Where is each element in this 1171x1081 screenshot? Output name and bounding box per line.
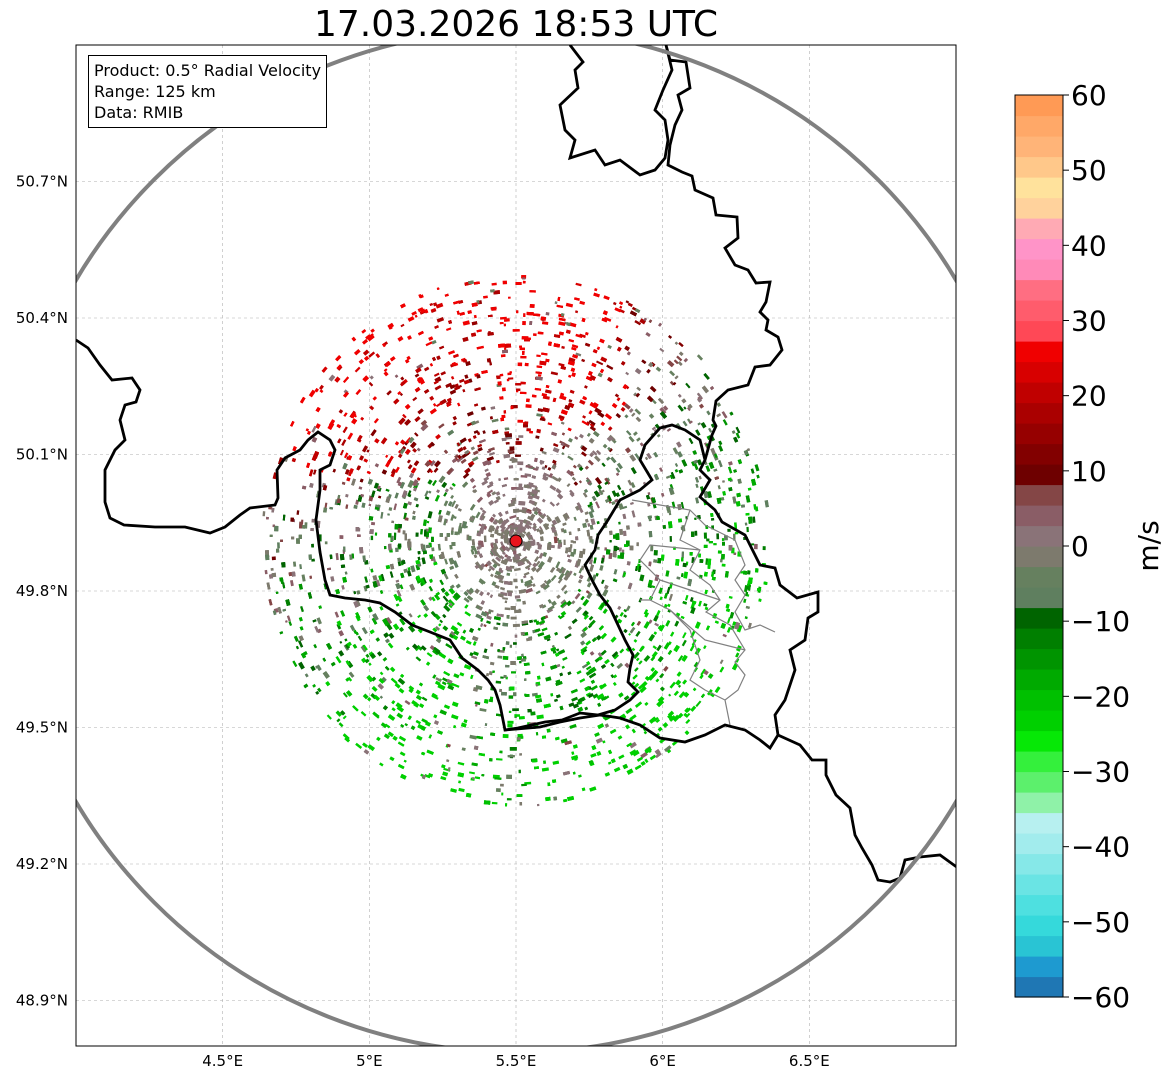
info-data-source: Data: RMIB <box>94 103 184 122</box>
map-frame <box>75 44 957 1047</box>
radar-site-marker[interactable] <box>509 534 523 548</box>
info-range: Range: 125 km <box>94 82 216 101</box>
lat-tick-label: 50.4°N <box>16 309 68 327</box>
lon-tick-label: 6.5°E <box>789 1052 830 1070</box>
lon-tick-label: 5.5°E <box>496 1052 537 1070</box>
lat-tick-label: 50.7°N <box>16 173 68 191</box>
lat-tick-label: 49.5°N <box>16 719 68 737</box>
lat-tick-label: 50.1°N <box>16 446 68 464</box>
info-product: Product: 0.5° Radial Velocity <box>94 61 322 80</box>
lat-tick-label: 49.8°N <box>16 582 68 600</box>
map-title: 17.03.2026 18:53 UTC <box>313 4 719 45</box>
lat-tick-label: 48.9°N <box>16 992 68 1010</box>
border-line-belgium-france <box>76 338 707 732</box>
info-box: Product: 0.5° Radial Velocity Range: 125… <box>88 55 328 128</box>
lon-tick-label: 4.5°E <box>202 1052 243 1070</box>
lux-internal-border <box>631 499 776 726</box>
lon-tick-label: 5°E <box>356 1052 383 1070</box>
velocity-echoes <box>262 275 769 807</box>
axis-ticks: 4.5°E 5°E 5.5°E 6°E 6.5°E 50.7°N 50.4°N 50.1°N 4… <box>16 173 830 1071</box>
lon-tick-label: 6°E <box>649 1052 676 1070</box>
borders <box>76 45 956 884</box>
lat-tick-label: 49.2°N <box>16 855 68 873</box>
border-line-south <box>504 713 780 751</box>
